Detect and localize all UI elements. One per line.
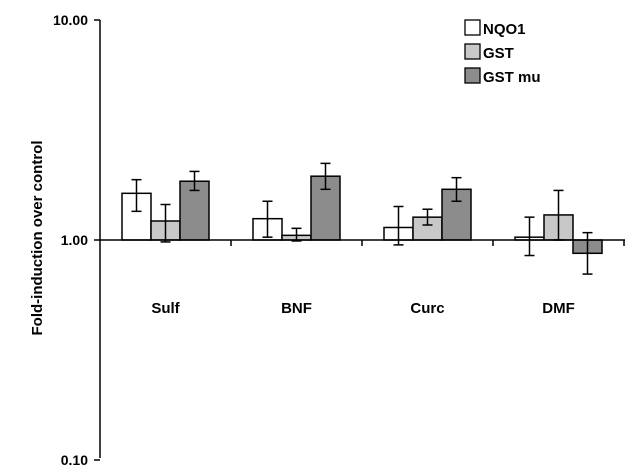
bars-layer	[121, 162, 603, 275]
y-tick-label: 10.00	[53, 12, 88, 28]
legend-label: GST mu	[483, 69, 541, 86]
y-axis-label: Fold-induction over control	[29, 141, 46, 336]
category-label: Sulf	[151, 300, 180, 317]
category-label: DMF	[542, 300, 575, 317]
category-label: BNF	[281, 300, 312, 317]
labels-layer: Fold-induction over control	[29, 141, 46, 336]
legend-swatch	[464, 19, 481, 36]
ticks-layer: 10.00 1.00 0.10 Sulf BNF Curc DMF	[53, 12, 625, 465]
category-label: Curc	[410, 300, 444, 317]
legend-swatch	[464, 43, 481, 60]
legend: NQO1 GST GST mu	[464, 19, 541, 86]
y-tick-label: 0.10	[61, 452, 88, 465]
legend-swatch	[464, 67, 481, 84]
legend-label: GST	[483, 45, 514, 62]
y-tick-label: 1.00	[61, 232, 88, 248]
legend-label: NQO1	[483, 21, 526, 38]
